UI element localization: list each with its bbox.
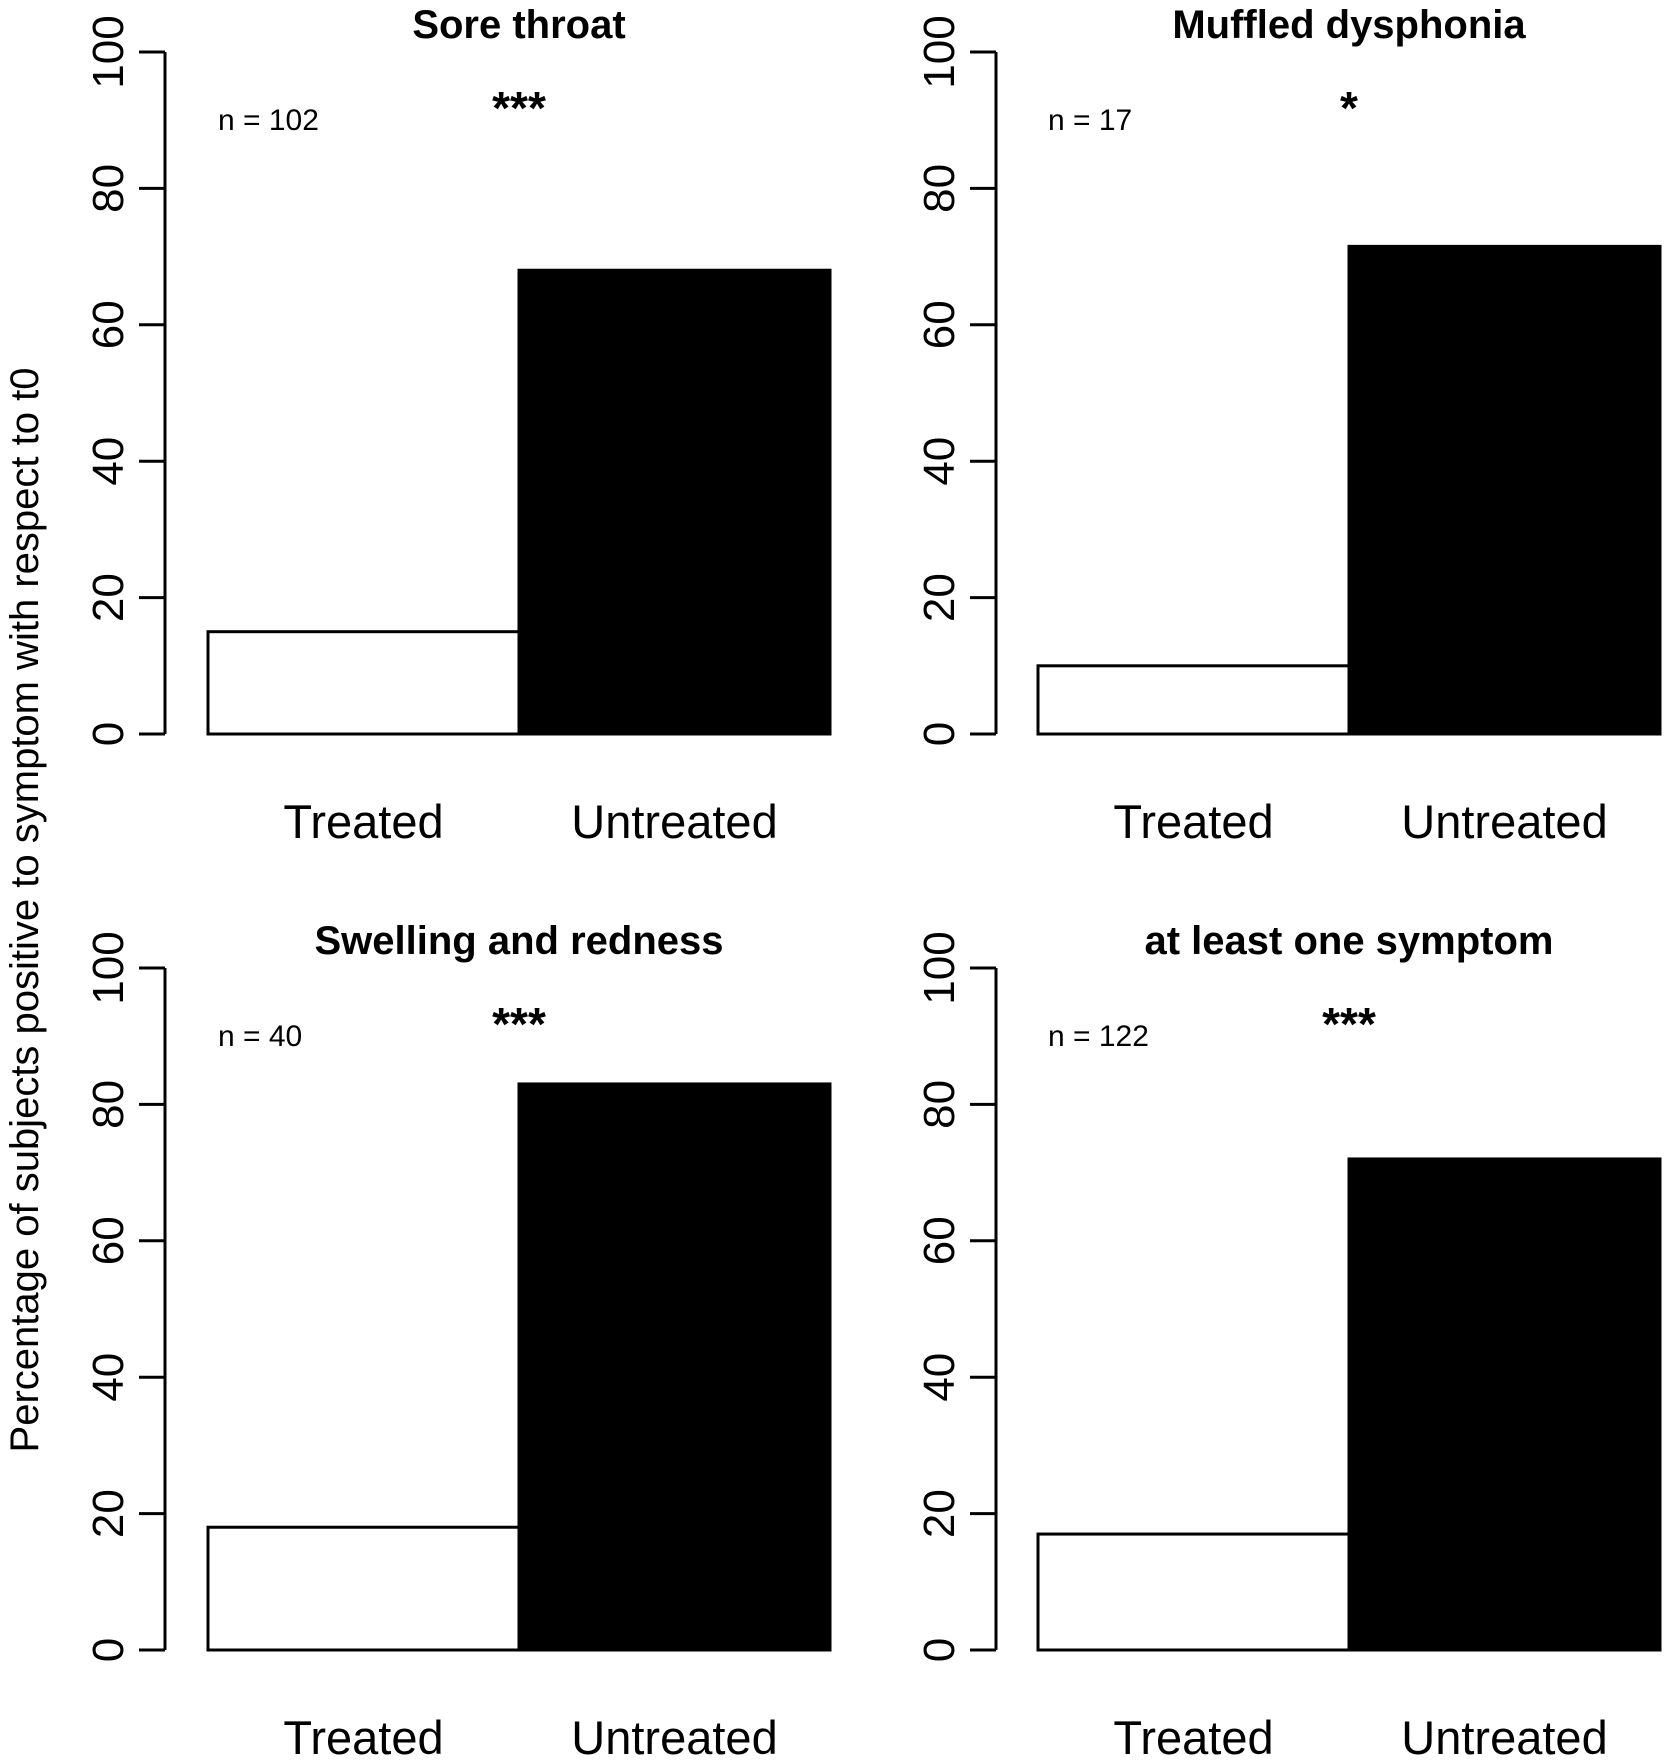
x-category-label: Untreated <box>1401 1711 1607 1764</box>
y-tick-label: 100 <box>84 931 133 1004</box>
x-category-label: Untreated <box>1401 795 1607 848</box>
sample-size-label: n = 122 <box>1048 1020 1149 1053</box>
bar-untreated <box>517 268 832 736</box>
x-category-label: Untreated <box>571 1711 777 1764</box>
x-category-label: Treated <box>1113 795 1273 848</box>
x-category-label: Untreated <box>571 795 777 848</box>
y-tick-label: 20 <box>915 1489 964 1538</box>
bar-untreated <box>1347 244 1662 736</box>
panel-title: Swelling and redness <box>314 919 723 963</box>
y-tick-label: 20 <box>84 573 133 622</box>
y-tick-label: 80 <box>915 164 964 213</box>
bar-treated <box>206 1525 521 1652</box>
significance-marker: *** <box>492 82 546 134</box>
y-tick-label: 0 <box>84 1638 133 1662</box>
y-tick-label: 40 <box>915 1353 964 1402</box>
bar-treated <box>206 630 521 736</box>
y-tick-label: 20 <box>915 573 964 622</box>
y-tick-label: 80 <box>915 1080 964 1129</box>
chart-panel-4: at least one symptom 0 20 40 60 80 100 Treated U… <box>915 919 1662 1764</box>
y-tick-label: 60 <box>84 1216 133 1265</box>
bar-untreated <box>517 1082 832 1652</box>
bar-treated <box>1036 664 1351 736</box>
significance-marker: *** <box>1322 998 1376 1050</box>
x-category-label: Treated <box>283 1711 443 1764</box>
y-tick-label: 80 <box>84 164 133 213</box>
y-tick-label: 60 <box>915 300 964 349</box>
panel-title: at least one symptom <box>1144 919 1553 963</box>
y-tick-label: 100 <box>915 931 964 1004</box>
bar-treated <box>1036 1532 1351 1652</box>
y-tick-label: 100 <box>915 15 964 88</box>
significance-marker: *** <box>492 998 546 1050</box>
y-tick-label: 0 <box>915 722 964 746</box>
sample-size-label: n = 102 <box>218 104 319 137</box>
y-axis-label: Percentage of subjects positive to sympt… <box>3 368 47 1453</box>
y-tick-label: 60 <box>915 1216 964 1265</box>
y-tick-label: 0 <box>84 722 133 746</box>
chart-panel-3: Swelling and redness 0 20 40 60 80 100 Treated U… <box>84 919 832 1764</box>
y-tick-label: 20 <box>84 1489 133 1538</box>
y-tick-label: 40 <box>84 1353 133 1402</box>
sample-size-label: n = 17 <box>1048 104 1132 137</box>
sample-size-label: n = 40 <box>218 1020 302 1053</box>
chart-panel-1: Sore throat 0 20 40 60 80 100 Treated Untreated n… <box>84 3 832 848</box>
x-category-label: Treated <box>283 795 443 848</box>
y-tick-label: 100 <box>84 15 133 88</box>
y-tick-label: 60 <box>84 300 133 349</box>
y-tick-label: 40 <box>915 437 964 486</box>
chart-panel-2: Muffled dysphonia 0 20 40 60 80 100 Treated Untr… <box>915 3 1662 848</box>
panel-title: Muffled dysphonia <box>1172 3 1526 47</box>
panel-title: Sore throat <box>412 3 625 47</box>
bar-untreated <box>1347 1157 1662 1652</box>
y-tick-label: 40 <box>84 437 133 486</box>
significance-marker: * <box>1340 82 1358 134</box>
y-tick-label: 80 <box>84 1080 133 1129</box>
x-category-label: Treated <box>1113 1711 1273 1764</box>
y-tick-label: 0 <box>915 1638 964 1662</box>
